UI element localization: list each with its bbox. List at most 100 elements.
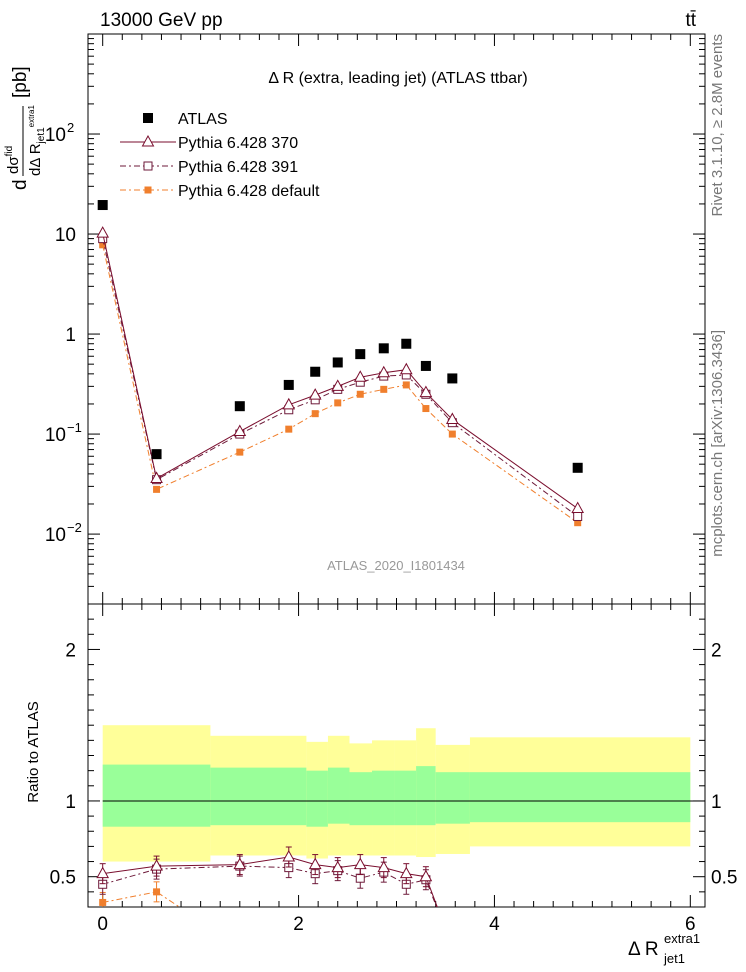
legend-atlas-marker	[143, 113, 153, 123]
ylabel-numerator: dσ	[5, 156, 22, 174]
series-line	[102, 238, 578, 517]
legend-entry-label: Pythia 6.428 370	[178, 135, 298, 152]
ratio-stat-uncertainty-band	[416, 766, 436, 826]
ratio-series-group	[96, 846, 438, 907]
main-y-axis-label: d dσfid dΔ Rjet1extra1 [pb]	[4, 66, 47, 190]
ratio-stat-uncertainty-band	[372, 770, 395, 826]
ratio-y-tick-label-right: 2	[711, 640, 722, 661]
ratio-point	[399, 866, 413, 879]
ratio-point	[308, 857, 322, 870]
ratio-stat-uncertainty-band	[349, 772, 373, 826]
series-point	[285, 425, 293, 433]
legend-entry-label: ATLAS	[178, 111, 228, 128]
ratio-y-axis: 0.5 0.5 1 1 2 2	[50, 618, 737, 893]
svg-text:jet1: jet1	[663, 951, 685, 966]
legend-entry-label: Pythia 6.428 default	[178, 183, 320, 200]
atlas-data-point	[355, 349, 366, 360]
ylabel-fid: fid	[4, 146, 15, 157]
ratio-series-clip-group	[96, 846, 438, 907]
ratio-point	[233, 857, 247, 870]
atlas-data-point	[378, 343, 389, 354]
atlas-data-point	[447, 373, 458, 384]
ylabel-d: d	[10, 179, 31, 190]
series-point	[422, 405, 430, 413]
svg-text:[pb]: [pb]	[10, 66, 31, 98]
ylabel-denominator: dΔ R	[27, 143, 44, 176]
ylabel-den-sub: jet1	[36, 127, 47, 145]
main-series-group	[96, 200, 585, 527]
ratio-point	[355, 873, 365, 883]
ratio-y-tick-label-right: 1	[711, 792, 722, 813]
xlabel-sub: jet1	[663, 951, 685, 966]
series-point	[153, 485, 161, 493]
atlas-data-point	[97, 200, 108, 211]
svg-text:Δ R: Δ R	[628, 939, 659, 960]
x-tick-label: 6	[685, 914, 696, 935]
y-tick-label: 10	[55, 225, 76, 246]
ratio-x-axis: 0 2 4 6	[97, 604, 696, 935]
ratio-series-line	[102, 891, 181, 907]
analysis-watermark: ATLAS_2020_I1801434	[327, 558, 465, 573]
y-tick-label-exponent: −2	[67, 520, 82, 535]
main-x-ticks	[102, 34, 691, 604]
ratio-uncertainty-bands	[102, 725, 705, 862]
chart-title: Δ R (extra, leading jet) (ATLAS ttbar)	[268, 70, 527, 87]
atlas-data-point	[283, 379, 294, 390]
series-point	[445, 412, 459, 424]
legend-marker	[143, 161, 153, 171]
legend-marker	[141, 134, 155, 147]
series-point	[282, 397, 296, 410]
ratio-stat-uncertainty-band	[210, 767, 307, 826]
series-point	[402, 381, 410, 389]
x-tick-label: 4	[489, 914, 500, 935]
y-tick-label-exponent: −1	[67, 420, 82, 435]
atlas-data-point	[420, 360, 431, 371]
series-point	[331, 379, 345, 391]
ratio-stat-uncertainty-band	[327, 767, 350, 824]
svg-text:dΔ Rjet1extra1: dΔ Rjet1extra1	[27, 105, 47, 176]
ratio-point	[150, 859, 163, 871]
series-point	[399, 362, 413, 375]
ratio-point	[377, 860, 391, 873]
y-tick-label-exponent: 2	[67, 120, 74, 135]
ratio-stat-uncertainty-band	[469, 772, 691, 823]
series-point	[334, 399, 342, 407]
xlabel-sup: extra1	[664, 931, 700, 946]
x-axis-label: Δ R extra1 jet1	[628, 931, 700, 966]
series-point	[96, 226, 110, 238]
series-point	[150, 471, 163, 483]
svg-text:dσfid: dσfid	[4, 146, 22, 174]
series-point	[419, 385, 433, 398]
legend: ATLAS Pythia 6.428 370 Pythia 6.428 391 Pyt…	[120, 111, 320, 200]
ratio-point	[353, 857, 367, 870]
ratio-point	[96, 866, 110, 879]
ratio-y-tick-label-right: 0.5	[711, 868, 737, 889]
header-final-state-label: tt̄	[685, 10, 696, 31]
ratio-point	[282, 849, 296, 862]
ratio-y-tick-label: 2	[65, 640, 76, 661]
ratio-point	[99, 898, 107, 906]
series-point	[311, 410, 319, 418]
series-point	[448, 430, 456, 438]
svg-text:d: d	[10, 179, 31, 190]
series-line	[102, 233, 578, 509]
series-point	[236, 448, 244, 456]
legend-entry-label: Pythia 6.428 391	[178, 159, 298, 176]
atlas-data-point	[401, 338, 412, 349]
y-tick-label: 10	[45, 525, 66, 546]
ratio-stat-uncertainty-band	[306, 770, 328, 827]
ratio-y-axis-label: Ratio to ATLAS	[25, 701, 42, 802]
x-tick-label: 0	[97, 914, 108, 935]
ylabel-unit: [pb]	[10, 66, 31, 98]
ratio-stat-uncertainty-band	[435, 772, 470, 824]
ratio-panel: 0.5 0.5 1 1 2 2 0 2 4 6	[50, 603, 737, 935]
series-point	[353, 370, 367, 382]
series-point	[308, 388, 322, 400]
series-point	[99, 241, 107, 249]
ratio-y-tick-label: 0.5	[50, 868, 76, 889]
atlas-data-point	[151, 449, 162, 460]
ratio-stat-uncertainty-band	[102, 764, 211, 827]
y-tick-label: 10	[45, 425, 66, 446]
ylabel-den-sup: extra1	[27, 105, 36, 128]
header-process-label: 13000 GeV pp	[100, 10, 223, 31]
